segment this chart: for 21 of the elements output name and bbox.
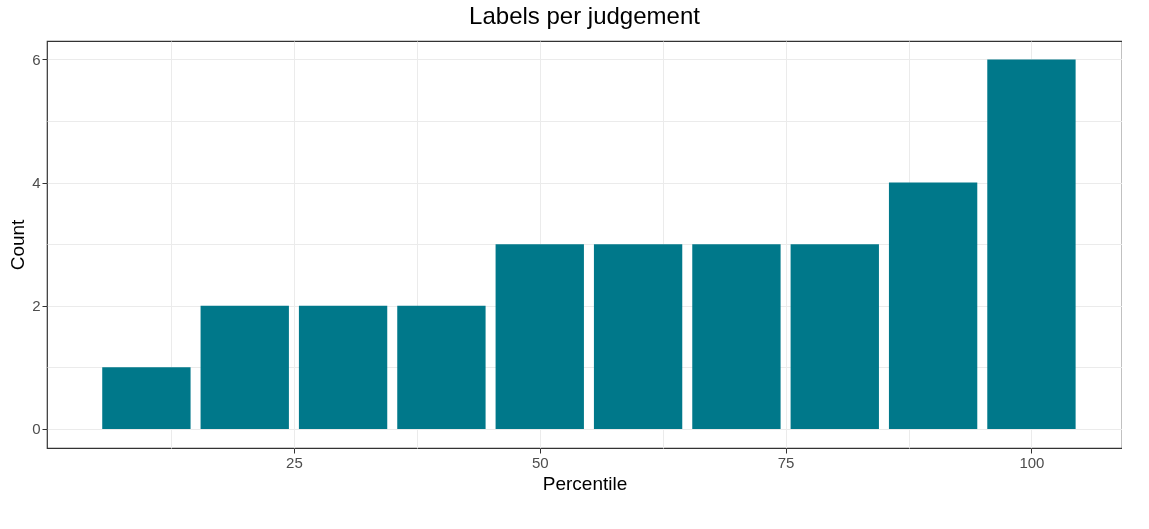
bar (692, 244, 781, 429)
bar (495, 244, 584, 429)
bar (888, 182, 978, 429)
bar (987, 59, 1076, 429)
bar (298, 305, 388, 429)
y-tick-label: 4 (32, 174, 41, 192)
bar (593, 244, 683, 429)
y-tick-label: 0 (32, 420, 41, 438)
x-axis-title: Percentile (542, 472, 628, 494)
y-tick-label: 6 (32, 50, 41, 68)
x-tick-label: 100 (1019, 453, 1045, 471)
bar (102, 367, 191, 429)
x-tick-label: 75 (777, 453, 795, 471)
y-tick-label: 2 (32, 297, 41, 315)
chart-title: Labels per judgement (469, 2, 701, 29)
bar (397, 305, 486, 429)
x-tick-label: 50 (531, 453, 549, 471)
x-tick-label: 25 (286, 453, 303, 471)
bar (790, 244, 879, 429)
y-axis-title: Count (7, 218, 29, 271)
bar (200, 305, 289, 429)
